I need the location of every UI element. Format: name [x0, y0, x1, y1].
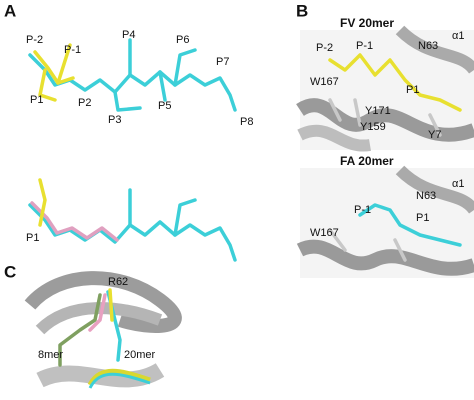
- subpanel-title: FV 20mer: [340, 16, 394, 30]
- residue-label: P1: [30, 94, 43, 106]
- residue-label: 8mer: [38, 349, 63, 361]
- residue-label: P8: [240, 116, 253, 128]
- residue-label: P-2: [26, 34, 43, 46]
- residue-label: N63: [416, 190, 436, 202]
- peptide-sticks-b: [328, 53, 462, 262]
- residue-label: P-1: [64, 44, 81, 56]
- residue-label: 20mer: [124, 349, 156, 361]
- residue-label: Y171: [365, 105, 391, 117]
- panel-label: C: [4, 262, 16, 281]
- residue-label: P1: [406, 84, 419, 96]
- residue-label: N63: [418, 40, 438, 52]
- residue-label: α1: [452, 178, 464, 190]
- residue-label: Y159: [360, 121, 386, 133]
- residue-label: P2: [78, 97, 91, 109]
- subpanel-title: FA 20mer: [340, 154, 394, 168]
- residue-label: P6: [176, 34, 189, 46]
- residue-label: P3: [108, 114, 121, 126]
- residue-label: P-2: [316, 42, 333, 54]
- panel-label: A: [4, 1, 16, 20]
- protein-structure-b: [296, 25, 474, 278]
- residue-label: P5: [158, 100, 171, 112]
- residue-label: P1: [26, 232, 39, 244]
- protein-structure-c: [24, 271, 182, 389]
- residue-label: R62: [108, 276, 128, 288]
- peptide-sticks-a: [28, 38, 237, 262]
- residue-label: P4: [122, 29, 135, 41]
- residue-label: P-1: [356, 40, 373, 52]
- residue-label: P1: [416, 212, 429, 224]
- residue-label: W167: [310, 227, 339, 239]
- residue-label: W167: [310, 76, 339, 88]
- residue-label: α1: [452, 30, 464, 42]
- residue-label: P-1: [354, 204, 371, 216]
- panel-label: B: [296, 1, 308, 20]
- residue-label: Y7: [428, 129, 441, 141]
- residue-label: P7: [216, 56, 229, 68]
